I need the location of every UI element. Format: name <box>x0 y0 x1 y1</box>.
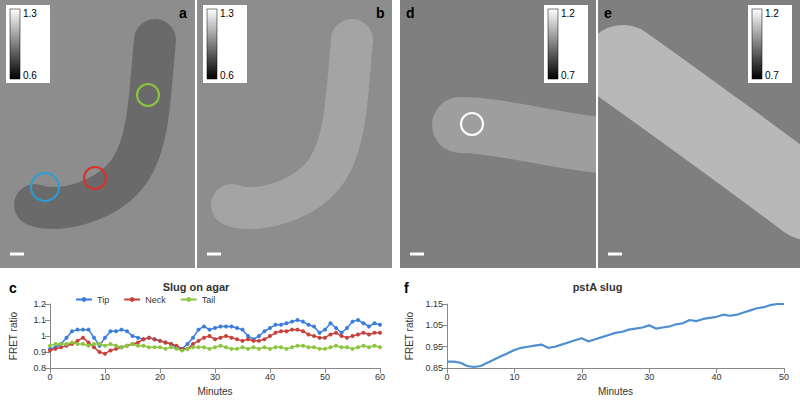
svg-text:1.3: 1.3 <box>220 8 234 19</box>
svg-text:1.1: 1.1 <box>33 315 46 325</box>
svg-text:1.05: 1.05 <box>425 320 443 330</box>
svg-text:1.2: 1.2 <box>33 299 46 309</box>
svg-text:1.2: 1.2 <box>765 8 779 19</box>
svg-text:50: 50 <box>779 372 789 382</box>
svg-text:a: a <box>179 5 187 21</box>
svg-text:Tip: Tip <box>97 295 109 305</box>
svg-text:Slug on agar: Slug on agar <box>163 281 230 293</box>
svg-text:Minutes: Minutes <box>197 386 232 397</box>
svg-text:b: b <box>376 5 385 21</box>
svg-text:FRET ratio: FRET ratio <box>404 312 415 361</box>
svg-text:c: c <box>9 280 17 296</box>
svg-text:0.7: 0.7 <box>765 70 779 81</box>
svg-text:Minutes: Minutes <box>598 386 633 397</box>
svg-text:10: 10 <box>100 372 110 382</box>
svg-text:30: 30 <box>210 372 220 382</box>
svg-text:0: 0 <box>444 372 449 382</box>
svg-text:0.7: 0.7 <box>561 70 575 81</box>
svg-text:20: 20 <box>155 372 165 382</box>
svg-text:1.15: 1.15 <box>425 299 443 309</box>
svg-text:10: 10 <box>509 372 519 382</box>
svg-text:1.3: 1.3 <box>23 8 37 19</box>
svg-text:0.9: 0.9 <box>33 347 46 357</box>
svg-text:0.6: 0.6 <box>23 70 37 81</box>
svg-text:0: 0 <box>47 372 52 382</box>
svg-text:20: 20 <box>577 372 587 382</box>
svg-text:Tail: Tail <box>202 295 216 305</box>
svg-text:50: 50 <box>320 372 330 382</box>
svg-text:0.8: 0.8 <box>33 363 46 373</box>
svg-text:pstA slug: pstA slug <box>573 281 623 293</box>
svg-text:f: f <box>404 280 409 296</box>
svg-text:60: 60 <box>375 372 385 382</box>
svg-text:1: 1 <box>41 331 46 341</box>
svg-text:1.2: 1.2 <box>561 8 575 19</box>
svg-text:40: 40 <box>712 372 722 382</box>
svg-text:d: d <box>406 5 415 21</box>
svg-text:40: 40 <box>265 372 275 382</box>
svg-text:FRET ratio: FRET ratio <box>8 312 19 361</box>
svg-text:30: 30 <box>644 372 654 382</box>
svg-text:0.6: 0.6 <box>220 70 234 81</box>
svg-text:Neck: Neck <box>145 295 166 305</box>
svg-text:0.95: 0.95 <box>425 342 443 352</box>
svg-text:e: e <box>604 5 612 21</box>
svg-text:0.85: 0.85 <box>425 363 443 373</box>
